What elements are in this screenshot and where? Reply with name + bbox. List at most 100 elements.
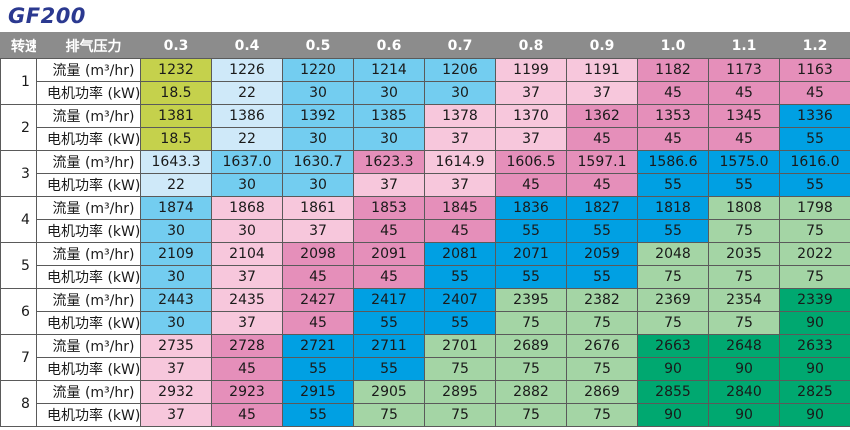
cell-power-r3-p0.9: 45: [566, 173, 638, 197]
table-row: 电机功率 (kW) 22 30 30 37 37 45 45 55 55 55: [1, 173, 850, 197]
row-label-flow: 流量 (m³/hr): [36, 334, 141, 358]
cell-power-r8-p0.4: 45: [211, 403, 283, 427]
cell-flow-r3-p0.8: 1606.5: [495, 150, 567, 174]
cell-power-r5-p0.9: 55: [566, 265, 638, 289]
cell-power-r4-p1.1: 75: [708, 219, 780, 243]
cell-flow-r3-p0.7: 1614.9: [424, 150, 496, 174]
header-pressure-2: 0.5: [282, 32, 354, 59]
header-row: 转速顺序号 排气压力 0.3 0.4 0.5 0.6 0.7 0.8 0.9 1…: [0, 32, 850, 59]
cell-power-r2-p0.3: 18.5: [140, 127, 212, 151]
cell-power-r6-p1.2: 90: [779, 311, 850, 335]
cell-flow-r5-p1.0: 2048: [637, 242, 709, 266]
cell-flow-r2-p0.5: 1392: [282, 104, 354, 128]
row-sequence-number: 8: [0, 380, 37, 427]
table-row: 7 流量 (m³/hr) 2735 2728 2721 2711 2701 2689 2676 2…: [0, 334, 850, 381]
cell-power-r2-p0.7: 37: [424, 127, 496, 151]
row-label-flow: 流量 (m³/hr): [36, 58, 141, 82]
cell-power-r3-p0.8: 45: [495, 173, 567, 197]
cell-flow-r3-p1.1: 1575.0: [708, 150, 780, 174]
cell-flow-r8-p0.7: 2895: [424, 380, 496, 404]
cell-power-r8-p1.2: 90: [779, 403, 850, 427]
cell-flow-r8-p0.3: 2932: [140, 380, 212, 404]
cell-power-r2-p1.0: 45: [637, 127, 709, 151]
table-row: 5 流量 (m³/hr) 2109 2104 2098 2091 2081 2071 2059 2…: [0, 242, 850, 289]
cell-flow-r6-p1.1: 2354: [708, 288, 780, 312]
row-label-power: 电机功率 (kW): [36, 403, 141, 427]
cell-flow-r8-p0.9: 2869: [566, 380, 638, 404]
cell-flow-r7-p1.2: 2633: [779, 334, 850, 358]
cell-flow-r5-p0.5: 2098: [282, 242, 354, 266]
table-row: 6 流量 (m³/hr) 2443 2435 2427 2417 2407 2395 2382 2…: [0, 288, 850, 335]
cell-power-r4-p0.3: 30: [140, 219, 212, 243]
cell-power-r7-p0.8: 75: [495, 357, 567, 381]
cell-power-r6-p0.5: 45: [282, 311, 354, 335]
table-row: 8 流量 (m³/hr) 2932 2923 2915 2905 2895 2882 2869 2…: [0, 380, 850, 427]
cell-power-r7-p0.5: 55: [282, 357, 354, 381]
cell-flow-r4-p1.2: 1798: [779, 196, 850, 220]
cell-power-r3-p0.7: 37: [424, 173, 496, 197]
cell-power-r7-p1.0: 90: [637, 357, 709, 381]
cell-power-r4-p0.4: 30: [211, 219, 283, 243]
table-row: 电机功率 (kW) 37 45 55 75 75 75 75 90 90 90: [1, 403, 850, 427]
cell-flow-r4-p0.6: 1853: [353, 196, 425, 220]
cell-flow-r3-p0.4: 1637.0: [211, 150, 283, 174]
cell-power-r2-p0.6: 30: [353, 127, 425, 151]
cell-flow-r6-p0.7: 2407: [424, 288, 496, 312]
row-sequence-number: 2: [0, 104, 37, 151]
cell-power-r4-p0.7: 45: [424, 219, 496, 243]
cell-flow-r2-p0.7: 1378: [424, 104, 496, 128]
row-sequence-number: 6: [0, 288, 37, 335]
table-row: 2 流量 (m³/hr) 1381 1386 1392 1385 1378 1370 1362 1…: [0, 104, 850, 151]
cell-power-r7-p0.4: 45: [211, 357, 283, 381]
table-row: 1 流量 (m³/hr) 1232 1226 1220 1214 1206 1199 1191 1…: [0, 58, 850, 105]
header-pressure-3: 0.6: [353, 32, 425, 59]
cell-power-r7-p1.2: 90: [779, 357, 850, 381]
row-label-power: 电机功率 (kW): [36, 173, 141, 197]
cell-flow-r6-p0.4: 2435: [211, 288, 283, 312]
cell-flow-r2-p0.4: 1386: [211, 104, 283, 128]
cell-flow-r1-p0.6: 1214: [353, 58, 425, 82]
cell-power-r5-p1.2: 75: [779, 265, 850, 289]
cell-flow-r7-p0.3: 2735: [140, 334, 212, 358]
row-label-power: 电机功率 (kW): [36, 127, 141, 151]
cell-power-r1-p0.4: 22: [211, 81, 283, 105]
cell-power-r6-p0.9: 75: [566, 311, 638, 335]
cell-flow-r7-p0.7: 2701: [424, 334, 496, 358]
row-label-flow: 流量 (m³/hr): [36, 150, 141, 174]
table-row: 电机功率 (kW) 18.5 22 30 30 30 37 37 45 45 45: [1, 81, 850, 105]
cell-flow-r5-p0.6: 2091: [353, 242, 425, 266]
cell-power-r8-p0.8: 75: [495, 403, 567, 427]
cell-power-r1-p0.5: 30: [282, 81, 354, 105]
cell-flow-r4-p1.0: 1818: [637, 196, 709, 220]
cell-power-r8-p1.1: 90: [708, 403, 780, 427]
cell-flow-r8-p1.1: 2840: [708, 380, 780, 404]
cell-flow-r5-p0.8: 2071: [495, 242, 567, 266]
cell-power-r7-p1.1: 90: [708, 357, 780, 381]
cell-flow-r3-p0.6: 1623.3: [353, 150, 425, 174]
row-label-power: 电机功率 (kW): [36, 265, 141, 289]
cell-power-r1-p1.1: 45: [708, 81, 780, 105]
cell-flow-r6-p0.9: 2382: [566, 288, 638, 312]
row-label-flow: 流量 (m³/hr): [36, 288, 141, 312]
cell-flow-r8-p0.4: 2923: [211, 380, 283, 404]
cell-power-r2-p0.5: 30: [282, 127, 354, 151]
cell-power-r3-p1.0: 55: [637, 173, 709, 197]
cell-power-r8-p1.0: 90: [637, 403, 709, 427]
cell-power-r7-p0.7: 75: [424, 357, 496, 381]
cell-flow-r1-p0.7: 1206: [424, 58, 496, 82]
cell-flow-r7-p0.6: 2711: [353, 334, 425, 358]
header-pressure-label: 排气压力: [36, 32, 141, 59]
cell-flow-r6-p0.8: 2395: [495, 288, 567, 312]
table-row: 3 流量 (m³/hr) 1643.3 1637.0 1630.7 1623.3 1614.…: [0, 150, 850, 197]
cell-power-r7-p0.3: 37: [140, 357, 212, 381]
cell-power-r6-p0.4: 37: [211, 311, 283, 335]
row-sequence-number: 3: [0, 150, 37, 197]
cell-flow-r6-p1.0: 2369: [637, 288, 709, 312]
cell-power-r6-p0.7: 55: [424, 311, 496, 335]
table-row: 4 流量 (m³/hr) 1874 1868 1861 1853 1845 1836 1827 1…: [0, 196, 850, 243]
cell-power-r8-p0.5: 55: [282, 403, 354, 427]
cell-flow-r2-p0.3: 1381: [140, 104, 212, 128]
cell-flow-r2-p0.8: 1370: [495, 104, 567, 128]
header-pressure-5: 0.8: [495, 32, 567, 59]
cell-power-r5-p0.5: 45: [282, 265, 354, 289]
